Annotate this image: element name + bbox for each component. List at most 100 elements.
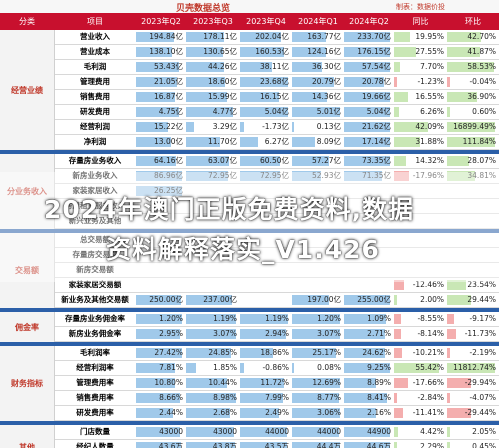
value-bar [344,393,387,403]
value-bar [240,329,286,339]
table-row: 毛利润 53.43亿 44.26亿 38.11亿 36.30亿 57.54亿 7.70% 58… [0,60,499,75]
change-bar [394,171,409,181]
change-bar [394,314,401,324]
value-cell: 24.62% [362,348,391,357]
value-cell: 44900 [367,427,391,436]
section-divider [0,421,499,425]
value-bar [344,122,390,132]
change-bar [447,47,480,57]
value-cell [240,293,289,307]
row-item-label: 新房业务收入 [72,171,118,180]
value-bar [292,363,294,373]
table-row: 营业收入 194.84亿 178.11亿 202.04亿 163.77亿 233.70亿 1… [0,30,499,45]
value-bar [240,348,273,358]
row-item-label: 毛利润 [83,62,107,71]
row-item-label: 新业务及其他交易额 [61,295,129,304]
value-cell: 250.00亿 [149,295,183,304]
group-label: 交易额 [0,233,55,308]
value-bar [136,62,179,72]
value-cell: 6.27亿 [264,137,289,146]
table-row: 经营利润率 7.81% 1.85% -0.86% 0.08% 9.25% 55.42% 118… [0,361,499,376]
change-bar [447,77,450,87]
row-item-label: 研发费用 [80,107,110,116]
row-item-label: 净利润 [83,137,107,146]
row-item-label: 毛利润率 [80,348,110,357]
value-cell: 44.4万 [316,442,341,448]
value-bar [240,408,279,418]
table-row: 销售费用率 8.66% 8.98% 7.99% 8.77% 8.41% -2.84% -4.0… [0,391,499,406]
value-bar [240,32,281,42]
header-cell: 环比 [465,17,481,26]
change-bar [447,363,495,373]
change-bar [447,156,469,166]
value-cell: 8.77% [317,393,341,402]
value-cell: 2.49% [265,408,289,417]
value-cell: 10.80% [154,378,183,387]
value-bar [186,32,224,42]
value-bar [344,329,385,339]
value-bar [186,348,231,358]
value-cell: 15.22亿 [154,122,183,131]
change-bar [447,427,450,437]
value-bar [136,92,175,102]
value-cell: 14.36亿 [312,92,341,101]
value-bar [136,186,182,196]
value-bar [136,107,179,117]
table-row: 研发费用 4.75亿 4.77亿 5.04亿 5.01亿 5.04亿 6.26% 0.60% [0,105,499,120]
value-bar [292,156,329,166]
value-bar [344,348,385,358]
table-row: 新房交易额 [0,263,499,278]
group-label: 佣金率 [0,312,55,342]
value-bar [136,137,171,147]
value-cell: 3.29亿 [212,122,237,131]
qoq-cell: 11812.74% [453,363,496,372]
row-item-label: 管理费用 [80,77,110,86]
value-cell: 44.6万 [366,442,391,448]
qoq-cell: 23.54% [467,280,496,289]
value-cell: 43.8万 [212,442,237,448]
value-bar [136,77,177,87]
value-bar [186,427,234,437]
value-cell: 4.75亿 [158,107,183,116]
value-cell: 130.65亿 [203,47,237,56]
change-bar [447,92,477,102]
row-item-label: 新房交易额 [76,265,114,274]
yoy-cell: -1.23% [417,77,444,86]
value-bar [136,408,173,418]
change-bar [447,171,475,181]
row-item-label: 销售费用率 [76,393,114,402]
row-item-label: 存量房业务佣金率 [65,314,125,323]
value-bar [292,92,327,102]
value-bar [344,62,390,72]
qoq-cell: 41.87% [467,47,496,56]
value-cell: 16.87亿 [154,92,183,101]
change-bar [447,442,450,448]
yoy-cell: -8.14% [417,329,444,338]
table-author: 制表：数据价投 [396,3,445,11]
value-bar [240,92,279,102]
header-cell: 2024年Q2 [349,17,389,26]
value-bar [136,329,180,339]
value-cell: 4.77亿 [212,107,237,116]
value-cell: 160.53亿 [255,47,289,56]
value-bar [186,295,232,305]
value-cell: 18.86% [260,348,289,357]
yoy-cell: 16.55% [415,92,444,101]
value-cell: 43.5万 [264,442,289,448]
value-cell: 20.78亿 [362,77,391,86]
value-bar [186,393,236,403]
value-bar [186,92,227,102]
value-cell: 3.06% [317,408,341,417]
table-row: 净利润 13.00亿 11.70亿 6.27亿 8.09亿 17.14亿 31.88% 111… [0,135,499,150]
change-bar [447,329,456,339]
value-cell: 5.01亿 [316,107,341,116]
table-row: 营业成本 138.10亿 130.65亿 160.53亿 124.16亿 176.15亿 2… [0,45,499,60]
value-cell: 5.04亿 [366,107,391,116]
value-bar [136,32,174,42]
qoq-cell: -29.44% [464,408,496,417]
qoq-cell: -29.94% [464,378,496,387]
row-item-label: 经纪人数量 [76,442,114,448]
table-row: 存量房业务收入 64.16亿 63.07亿 60.50亿 57.27亿 73.35亿 14.… [0,154,499,169]
value-bar [292,32,326,42]
yoy-cell: -17.96% [412,171,444,180]
